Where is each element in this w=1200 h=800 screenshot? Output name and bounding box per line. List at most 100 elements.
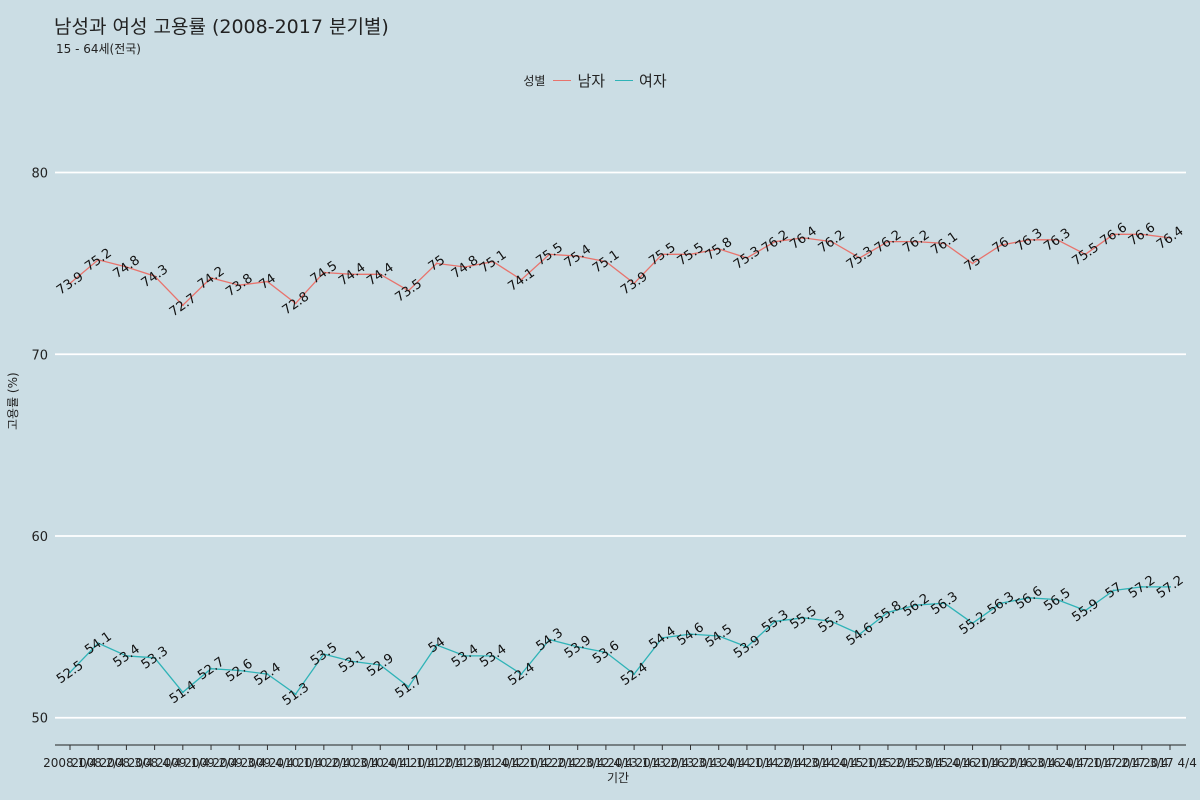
x-tick-label: 2017 2/4 [1087, 756, 1141, 770]
data-point-male [1169, 236, 1171, 239]
data-label-male: 75.4 [562, 242, 594, 271]
x-tick-label: 2016 4/4 [1030, 756, 1084, 770]
data-point-female [153, 656, 156, 659]
x-tick-label: 2015 2/4 [861, 756, 915, 770]
data-label-male: 75.8 [703, 235, 735, 264]
data-point-female [210, 667, 213, 670]
data-point-female [1169, 585, 1171, 588]
data-label-male: 76.2 [759, 228, 791, 257]
data-point-male [548, 253, 551, 256]
data-label-female: 53.4 [449, 642, 481, 671]
data-point-male [463, 266, 466, 269]
x-tick-label: 2008 4/4 [128, 756, 182, 770]
data-point-male [661, 253, 664, 256]
data-point-male [379, 273, 382, 276]
x-tick-label: 2016 2/4 [974, 756, 1028, 770]
x-tick-label: 2009 1/4 [156, 756, 210, 770]
data-point-female [294, 693, 297, 696]
data-label-male: 73.8 [223, 271, 255, 300]
data-label-male: 76.4 [1154, 224, 1186, 253]
data-point-male [266, 280, 269, 283]
data-label-male: 74.3 [139, 262, 171, 291]
data-point-male [435, 262, 438, 265]
data-label-male: 74.5 [308, 258, 340, 287]
data-point-male [999, 244, 1002, 247]
x-tick-label: 2017 3/4 [1115, 756, 1169, 770]
x-tick-label: 2008 3/4 [100, 756, 154, 770]
data-label-male: 74.8 [449, 253, 481, 282]
x-tick-label: 2011 4/4 [466, 756, 520, 770]
data-point-male [604, 260, 607, 263]
data-label-male: 75.3 [731, 244, 763, 273]
data-label-male: 74 [257, 271, 279, 293]
x-tick-label: 2011 1/4 [382, 756, 436, 770]
data-point-male [520, 278, 523, 281]
y-tick-label: 50 [31, 712, 48, 727]
data-point-male [971, 262, 974, 265]
data-label-female: 51.7 [393, 673, 425, 702]
data-point-female [238, 669, 241, 672]
data-label-male: 76.2 [816, 228, 848, 257]
data-point-female [576, 645, 579, 648]
data-label-male: 75.1 [590, 248, 622, 277]
data-point-male [576, 255, 579, 258]
data-label-female: 55.9 [1070, 596, 1102, 625]
data-label-male: 75.5 [646, 240, 678, 269]
data-point-male [238, 284, 241, 287]
x-tick-label: 2009 4/4 [241, 756, 295, 770]
data-point-male [181, 304, 184, 307]
x-tick-label: 2011 2/4 [410, 756, 464, 770]
data-label-male: 76.6 [1098, 220, 1130, 249]
data-label-female: 53.3 [139, 644, 171, 673]
data-point-female [435, 644, 438, 647]
y-axis-label: 고용률 (%) [6, 372, 20, 430]
series-line-male [69, 233, 1171, 307]
data-point-male [717, 247, 720, 250]
data-point-female [1056, 598, 1059, 601]
data-label-female: 52.6 [223, 656, 255, 685]
data-point-female [1112, 589, 1115, 592]
data-label-male: 76.6 [1126, 220, 1158, 249]
data-label-female: 55.8 [872, 598, 904, 627]
data-label-female: 54.5 [703, 622, 735, 651]
data-label-female: 52.4 [252, 660, 284, 689]
data-label-female: 57 [1103, 580, 1125, 602]
data-point-male [886, 240, 889, 243]
data-point-male [1056, 238, 1059, 241]
data-point-male [1140, 233, 1143, 236]
x-tick-label: 2014 3/4 [776, 756, 830, 770]
data-label-male: 76.3 [1013, 226, 1045, 255]
x-tick-label: 2014 4/4 [805, 756, 859, 770]
data-point-female [661, 636, 664, 639]
x-tick-label: 2017 1/4 [1059, 756, 1113, 770]
data-point-male [858, 256, 861, 259]
data-label-female: 56.3 [985, 589, 1017, 618]
data-point-male [407, 289, 410, 292]
data-label-male: 72.7 [167, 291, 199, 320]
data-label-male: 75.5 [675, 240, 707, 269]
data-point-female [548, 638, 551, 641]
x-tick-label: 2010 3/4 [325, 756, 379, 770]
chart-subtitle: 15 - 64세(전국) [56, 42, 141, 56]
data-point-female [1140, 585, 1143, 588]
data-point-male [294, 302, 297, 305]
data-point-female [322, 653, 325, 656]
data-label-male: 74.4 [336, 260, 368, 289]
data-label-female: 54 [426, 635, 448, 657]
data-point-female [1084, 609, 1087, 612]
data-point-female [604, 651, 607, 654]
x-tick-label: 2013 1/4 [607, 756, 661, 770]
x-tick-label: 2008 1/4 [43, 756, 97, 770]
data-label-female: 52.9 [364, 651, 396, 680]
data-label-male: 75.1 [477, 248, 509, 277]
data-point-female [379, 664, 382, 667]
data-label-female: 53.9 [562, 633, 594, 662]
data-label-female: 55.3 [816, 607, 848, 636]
data-label-male: 76.2 [872, 228, 904, 257]
data-label-female: 56.5 [1041, 586, 1073, 615]
data-point-female [858, 633, 861, 636]
data-point-female [492, 654, 495, 657]
x-tick-label: 2015 4/4 [918, 756, 972, 770]
data-point-male [943, 242, 946, 245]
data-label-male: 75.3 [844, 244, 876, 273]
